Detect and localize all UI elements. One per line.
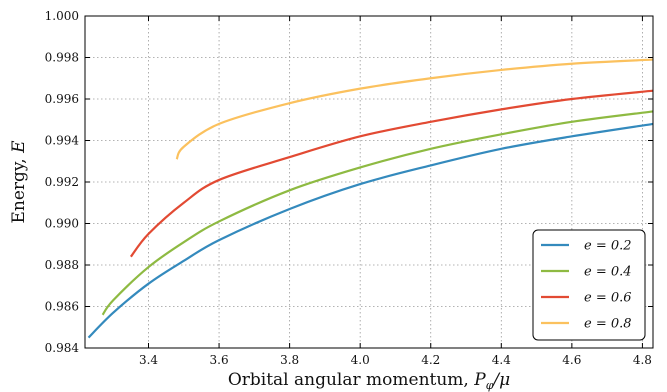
x-tick-label: 4.0: [351, 353, 370, 367]
y-tick-label: 0.992: [45, 175, 79, 189]
y-axis-label: Energy, E: [9, 140, 29, 224]
series-line-e-0-6: [129, 89, 654, 258]
y-tick-label: 0.996: [45, 92, 79, 106]
x-tick-label: 4.4: [492, 353, 511, 367]
y-tick-label: 0.994: [45, 134, 80, 148]
y-tick-label: 0.984: [45, 341, 80, 355]
x-tick-label: 3.4: [139, 353, 158, 367]
series-line-e-0-8: [175, 58, 654, 160]
y-tick-label: 0.986: [45, 300, 79, 314]
series-line-e-0-4: [101, 110, 654, 316]
y-tick-label: 0.988: [45, 258, 79, 272]
x-tick-label: 4.6: [562, 353, 581, 367]
legend-box: [532, 229, 646, 341]
axis-ticks: 3.4 3.6 3.8 4.0 4.2 4.4 4.6 4.8 0.984 0.986 0.988 0…: [45, 9, 653, 367]
legend: e = 0.2 e = 0.4 e = 0.6 e = 0.8: [532, 229, 646, 341]
x-tick-label: 3.6: [210, 353, 229, 367]
y-tick-label: 0.998: [45, 51, 79, 65]
x-tick-label: 3.8: [280, 353, 299, 367]
series-lines: [87, 58, 654, 339]
legend-items: e = 0.2 e = 0.4 e = 0.6 e = 0.8: [541, 239, 632, 332]
y-tick-label: 0.990: [45, 217, 79, 231]
x-axis-label: Orbital angular momentum, Pφ/μ: [228, 370, 510, 392]
legend-label-e-0-8: e = 0.8: [584, 317, 632, 332]
legend-label-e-0-4: e = 0.4: [584, 265, 632, 280]
series-line-e-0-2: [87, 122, 654, 339]
x-tick-label: 4.8: [633, 353, 652, 367]
y-tick-label: 1.000: [45, 9, 79, 23]
legend-label-e-0-6: e = 0.6: [584, 291, 632, 306]
legend-label-e-0-2: e = 0.2: [584, 239, 632, 254]
x-tick-label: 4.2: [421, 353, 440, 367]
